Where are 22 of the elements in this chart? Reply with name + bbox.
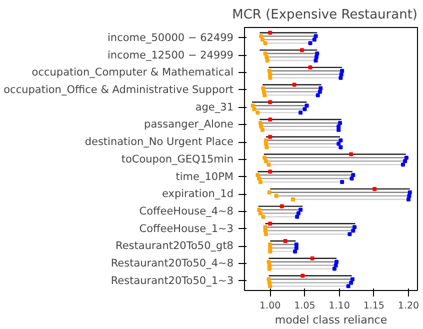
chart-title: MCR (Expensive Restaurant) [232, 8, 418, 22]
y-tick-label: Restaurant20To50_gt8 [116, 240, 234, 252]
y-tick-label: income_12500 − 24999 [108, 49, 234, 62]
x-tick-label: 1.10 [328, 300, 350, 312]
x-tick-label: 1.15 [363, 300, 384, 312]
y-tick-label: Restaurant20To50_1~3 [110, 274, 234, 287]
y-tick-label: age_31 [195, 101, 234, 114]
y-tick-label: passanger_Alone [144, 118, 234, 131]
y-tick-label: CoffeeHouse_4~8 [139, 206, 234, 218]
y-tick-label: toCoupon_GEQ15min [121, 153, 234, 166]
x-tick-label: 1.05 [294, 300, 316, 312]
y-tick-label: CoffeeHouse_1~3 [139, 222, 234, 235]
y-tick-label: destination_No Urgent Place [84, 136, 234, 148]
x-tick-label: 1.00 [260, 300, 281, 312]
y-tick-label: occupation_Computer & Mathematical [32, 66, 234, 79]
x-tick-label: 1.20 [398, 300, 420, 312]
y-tick-label: income_50000 − 62499 [108, 32, 234, 44]
x-axis-title: model class reliance [274, 314, 388, 326]
y-tick-label: time_10PM [176, 170, 234, 183]
y-tick-label: expiration_1d [162, 188, 234, 200]
y-tick-label: occupation_Office & Administrative Support [4, 84, 234, 96]
y-tick-label: Restaurant20To50_4~8 [110, 258, 234, 270]
